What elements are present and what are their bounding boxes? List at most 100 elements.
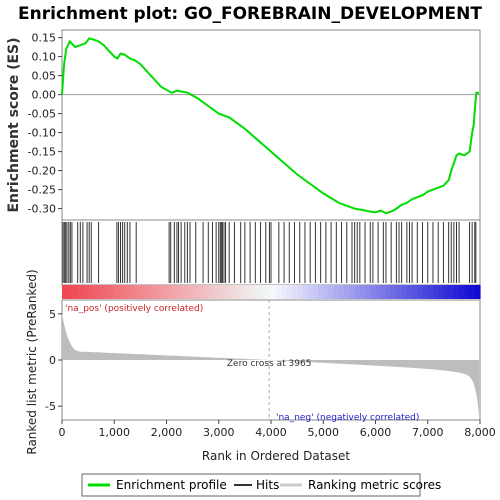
legend-label-profile: Enrichment profile (116, 478, 227, 492)
legend-label-ranking: Ranking metric scores (308, 478, 441, 492)
color-bar-cell (401, 285, 408, 299)
x-axis: 0 1,000 2,000 3,000 4,000 5,000 6,000 7,000 8,00… (59, 420, 496, 439)
color-bar-cell (166, 285, 173, 299)
color-bar-cell (359, 285, 366, 299)
positive-label: 'na_pos' (positively correlated) (65, 304, 203, 314)
es-y-tick-label: -0.20 (28, 165, 56, 178)
color-bar-cell (62, 285, 68, 299)
color-bar-cell (318, 285, 324, 299)
x-tick-label: 0 (59, 426, 66, 439)
color-bar-cell (82, 285, 89, 299)
ranked-y-tick-label: 0 (49, 354, 56, 367)
color-bar-cell (203, 285, 209, 299)
color-bar-cell (396, 285, 403, 299)
es-y-tick-label: -0.30 (28, 203, 56, 216)
es-y-tick-label: 0.00 (32, 89, 57, 102)
color-bar-cell (244, 285, 251, 299)
color-bar-cell (302, 285, 309, 299)
color-bar-cell (98, 285, 105, 299)
color-bar-cell (213, 285, 220, 299)
color-bar-cell (276, 285, 283, 299)
color-bar-cell (349, 285, 356, 299)
color-bar-cell (176, 285, 183, 299)
color-bar-cell (124, 285, 131, 299)
color-bar-cell (323, 285, 330, 299)
color-bar-cell (145, 285, 152, 299)
color-bar-cell (119, 285, 126, 299)
negative-label: 'na_neg' (negatively correlated) (276, 413, 419, 423)
color-bar-cell (150, 285, 157, 299)
chart-title: Enrichment plot: GO_FOREBRAIN_DEVELOPMEN… (18, 4, 482, 24)
x-tick-label: 8,000 (464, 426, 496, 439)
color-bar-cell (234, 285, 241, 299)
color-bar-cell (239, 285, 246, 299)
color-bar-cell (443, 285, 450, 299)
color-bar-cell (422, 285, 429, 299)
color-bar-cell (255, 285, 262, 299)
color-bar-cell (281, 285, 288, 299)
color-bar-cell (197, 285, 204, 299)
legend-label-hits: Hits (256, 478, 279, 492)
color-bar-cell (385, 285, 392, 299)
color-bar-cell (417, 285, 424, 299)
color-bar-cell (156, 285, 162, 299)
color-bar-cell (67, 285, 74, 299)
color-bar-cell (260, 285, 267, 299)
color-bar-cell (265, 285, 272, 299)
color-bar-cell (312, 285, 319, 299)
color-bar-cell (469, 285, 476, 299)
es-y-axis: 0.15 0.10 0.05 0.00 -0.05 -0.10 -0.15 -0.20 -0.2… (28, 32, 62, 216)
color-bar-cell (375, 285, 382, 299)
color-bar-cell (250, 285, 256, 299)
color-bar-cell (453, 285, 460, 299)
color-bar-cell (354, 285, 361, 299)
color-bar-cell (474, 285, 481, 299)
es-y-tick-label: -0.15 (28, 146, 56, 159)
color-bar-cell (223, 285, 230, 299)
x-tick-label: 2,000 (151, 426, 183, 439)
color-bar-cell (135, 285, 141, 299)
color-bar-cell (459, 285, 465, 299)
color-bar-cell (432, 285, 439, 299)
color-bar-cell (182, 285, 188, 299)
color-bar-cell (391, 285, 397, 299)
color-bar-cell (286, 285, 293, 299)
color-bar-cell (333, 285, 340, 299)
color-bar-cell (297, 285, 303, 299)
hits-marks (62, 222, 477, 283)
color-bar-cell (380, 285, 387, 299)
es-y-tick-label: -0.25 (28, 184, 56, 197)
color-bar-cell (427, 285, 434, 299)
color-bar-cell (114, 285, 121, 299)
color-bar-cell (93, 285, 100, 299)
color-bar-cell (365, 285, 371, 299)
color-bar-cell (88, 285, 94, 299)
enrichment-profile-line (61, 37, 479, 215)
color-bar-cell (307, 285, 314, 299)
color-bar-cell (271, 285, 277, 299)
ranking-metric-area (62, 313, 479, 418)
color-bar-cell (370, 285, 377, 299)
color-bar-cell (328, 285, 335, 299)
color-bar-cell (438, 285, 445, 299)
legend: Enrichment profile Hits Ranking metric s… (81, 473, 441, 497)
es-y-tick-label: -0.05 (28, 108, 56, 121)
color-bar-cell (406, 285, 413, 299)
color-bar-cell (208, 285, 215, 299)
es-panel-frame (61, 29, 481, 221)
es-y-tick-label: 0.10 (32, 51, 57, 64)
color-bar-cell (338, 285, 345, 299)
x-tick-label: 7,000 (412, 426, 444, 439)
color-bar-cell (171, 285, 178, 299)
color-bar-cell (187, 285, 194, 299)
ranked-y-tick-label: 5 (49, 308, 56, 321)
color-bar-cell (344, 285, 350, 299)
x-tick-label: 6,000 (360, 426, 392, 439)
color-bar-cell (464, 285, 471, 299)
x-tick-label: 3,000 (203, 426, 235, 439)
color-bar-cell (72, 285, 79, 299)
zero-cross-label: Zero cross at 3965 (227, 359, 312, 369)
color-bar-cell (140, 285, 147, 299)
color-bar-cell (229, 285, 236, 299)
x-axis-title: Rank in Ordered Dataset (202, 449, 350, 463)
